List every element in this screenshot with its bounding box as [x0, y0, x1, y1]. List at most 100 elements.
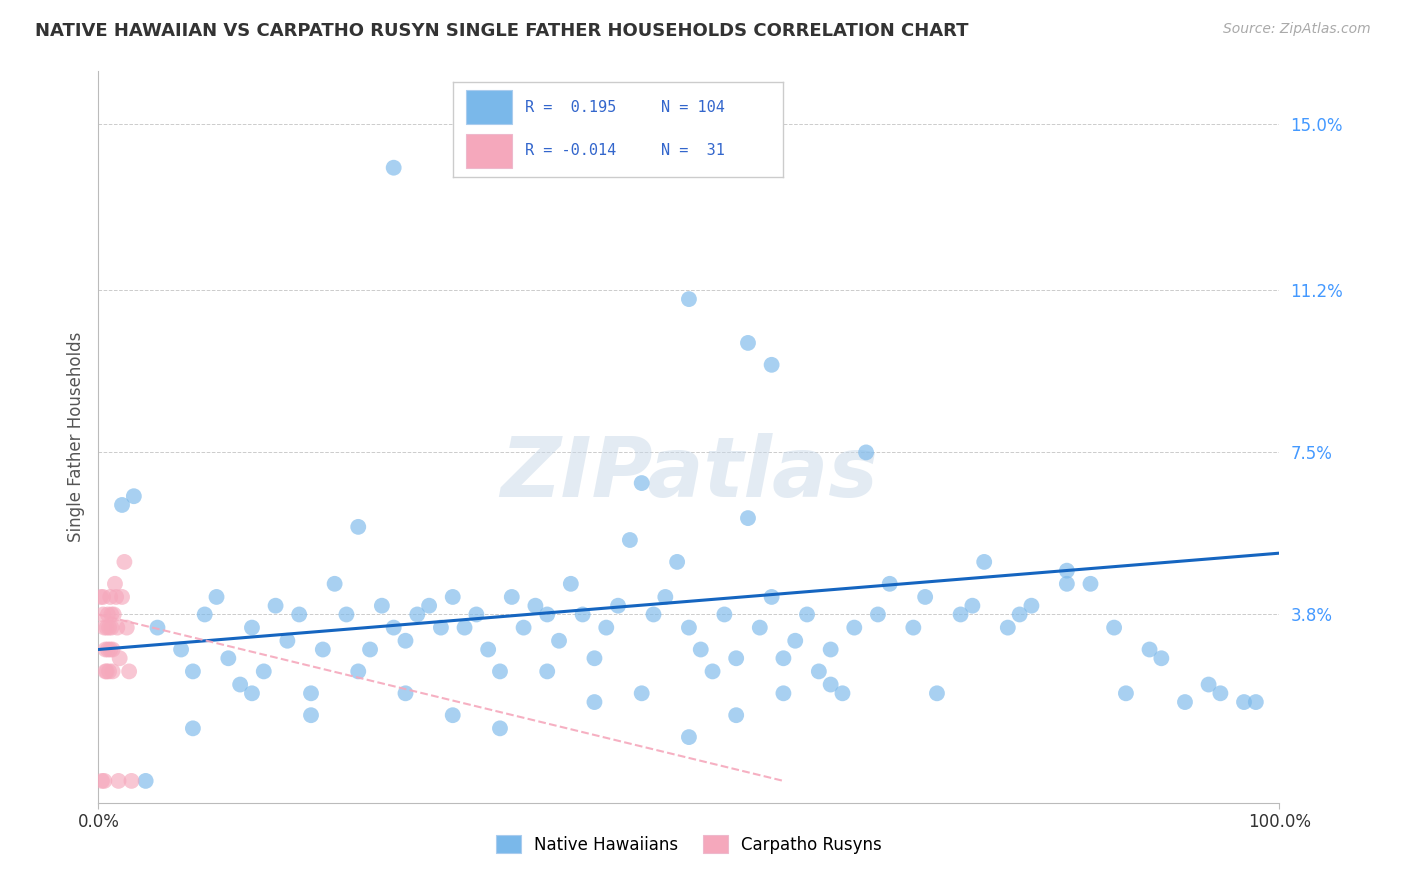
Point	[1102, 621, 1125, 635]
Point	[335, 607, 357, 622]
Point	[94, 642, 117, 657]
Point	[194, 607, 217, 622]
Point	[122, 489, 145, 503]
Point	[276, 633, 298, 648]
Point	[678, 621, 700, 635]
Point	[359, 642, 381, 657]
Point	[94, 665, 117, 679]
Point	[347, 520, 370, 534]
Point	[382, 621, 405, 635]
Point	[607, 599, 630, 613]
Point	[240, 686, 263, 700]
Point	[702, 665, 724, 679]
Legend: Native Hawaiians, Carpatho Rusyns: Native Hawaiians, Carpatho Rusyns	[489, 829, 889, 860]
Point	[1021, 599, 1043, 613]
Point	[844, 621, 866, 635]
Point	[489, 665, 512, 679]
Point	[737, 511, 759, 525]
Point	[512, 621, 534, 635]
Point	[1080, 576, 1102, 591]
Point	[90, 590, 112, 604]
Point	[93, 621, 115, 635]
Point	[477, 642, 499, 657]
Point	[689, 642, 711, 657]
Point	[489, 722, 512, 736]
Point	[949, 607, 972, 622]
Text: ZIPatlas: ZIPatlas	[501, 434, 877, 514]
Point	[666, 555, 689, 569]
Point	[465, 607, 488, 622]
Point	[807, 665, 830, 679]
Point	[371, 599, 394, 613]
Point	[713, 607, 735, 622]
Point	[1244, 695, 1267, 709]
Point	[879, 576, 901, 591]
Point	[1008, 607, 1031, 622]
Point	[453, 621, 475, 635]
Point	[98, 621, 121, 635]
Point	[441, 590, 464, 604]
Point	[772, 686, 794, 700]
Point	[1056, 564, 1078, 578]
Point	[288, 607, 311, 622]
Point	[501, 590, 523, 604]
Point	[678, 292, 700, 306]
Point	[725, 708, 748, 723]
Point	[253, 665, 276, 679]
Point	[96, 665, 118, 679]
Point	[103, 607, 125, 622]
Point	[217, 651, 239, 665]
Text: Source: ZipAtlas.com: Source: ZipAtlas.com	[1223, 22, 1371, 37]
Point	[105, 621, 128, 635]
Point	[855, 445, 877, 459]
Point	[820, 677, 842, 691]
Point	[181, 665, 204, 679]
Point	[962, 599, 984, 613]
Point	[146, 621, 169, 635]
Point	[181, 722, 204, 736]
Point	[100, 607, 122, 622]
Point	[997, 621, 1019, 635]
Point	[914, 590, 936, 604]
Point	[96, 621, 118, 635]
Point	[761, 358, 783, 372]
Point	[430, 621, 453, 635]
Point	[785, 633, 807, 648]
Point	[796, 607, 818, 622]
Point	[595, 621, 617, 635]
Point	[619, 533, 641, 547]
Point	[205, 590, 228, 604]
Point	[524, 599, 547, 613]
Point	[831, 686, 853, 700]
Point	[91, 773, 114, 788]
Point	[583, 651, 606, 665]
Point	[1139, 642, 1161, 657]
Point	[725, 651, 748, 665]
Point	[630, 476, 652, 491]
Point	[643, 607, 665, 622]
Point	[170, 642, 193, 657]
Point	[1209, 686, 1232, 700]
Point	[536, 607, 558, 622]
Point	[866, 607, 889, 622]
Point	[536, 665, 558, 679]
Point	[406, 607, 429, 622]
Point	[91, 607, 114, 622]
Point	[418, 599, 440, 613]
Point	[1174, 695, 1197, 709]
Point	[973, 555, 995, 569]
Point	[382, 161, 405, 175]
Point	[1115, 686, 1137, 700]
Point	[93, 773, 115, 788]
Text: NATIVE HAWAIIAN VS CARPATHO RUSYN SINGLE FATHER HOUSEHOLDS CORRELATION CHART: NATIVE HAWAIIAN VS CARPATHO RUSYN SINGLE…	[35, 22, 969, 40]
Point	[98, 642, 121, 657]
Point	[678, 730, 700, 744]
Point	[115, 621, 138, 635]
Point	[299, 686, 322, 700]
Point	[97, 607, 120, 622]
Point	[101, 642, 124, 657]
Point	[1233, 695, 1256, 709]
Point	[903, 621, 925, 635]
Point	[1150, 651, 1173, 665]
Point	[583, 695, 606, 709]
